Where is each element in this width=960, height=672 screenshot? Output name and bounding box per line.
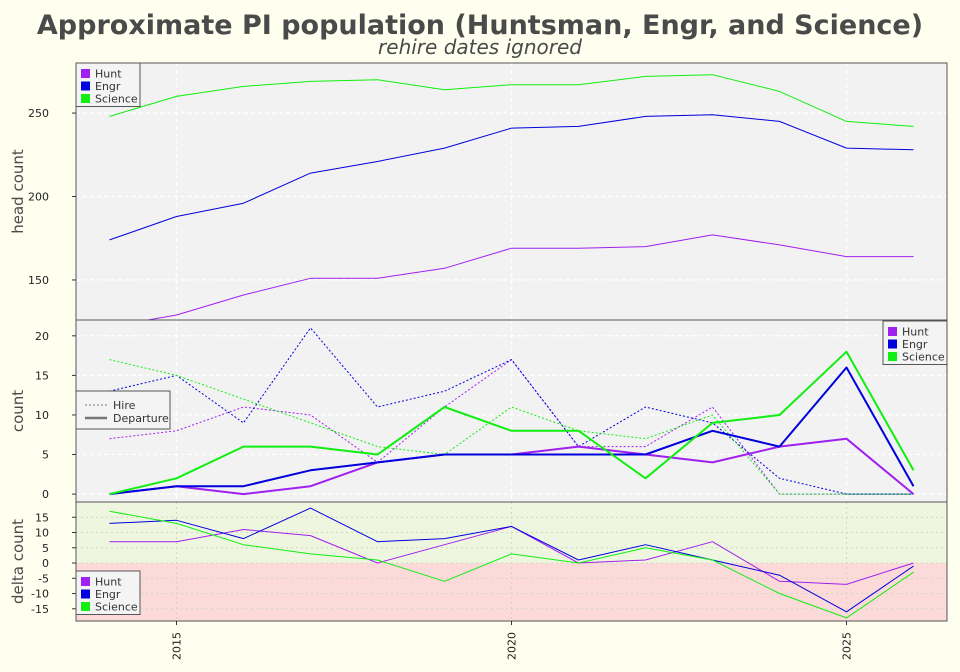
legend-swatch-hunt bbox=[888, 327, 897, 336]
legend-label-engr: Engr bbox=[95, 80, 121, 93]
y-tick-label: 250 bbox=[28, 107, 49, 120]
y-tick-label: 15 bbox=[35, 369, 49, 382]
legend-swatch-engr bbox=[81, 589, 90, 599]
y-tick-label: -15 bbox=[31, 603, 49, 616]
legend-label-hunt: Hunt bbox=[95, 68, 122, 81]
x-tick-label: 2015 bbox=[171, 632, 184, 660]
headcount-line-engr bbox=[109, 114, 914, 241]
legend-swatch-science bbox=[888, 352, 897, 361]
y-axis-label: count bbox=[9, 390, 27, 432]
legend-label-hire: Hire bbox=[113, 399, 136, 412]
legend-swatch-engr bbox=[888, 339, 897, 349]
headcount-line-hunt bbox=[109, 234, 914, 328]
y-tick-label: 5 bbox=[42, 542, 49, 555]
y-tick-label: 20 bbox=[35, 330, 49, 343]
legend-frame bbox=[75, 390, 171, 430]
legend-label-hunt: Hunt bbox=[95, 576, 122, 589]
y-tick-label: 10 bbox=[35, 409, 49, 422]
y-tick-label: 150 bbox=[28, 274, 49, 287]
delta-line-engr bbox=[109, 507, 914, 613]
y-axis-label: head count bbox=[9, 149, 27, 234]
legend-label-engr: Engr bbox=[902, 338, 928, 351]
legend-swatch-science bbox=[81, 94, 90, 103]
legend-swatch-science bbox=[81, 602, 90, 611]
legend-label-departure: Departure bbox=[113, 412, 169, 425]
y-axis-label: delta count bbox=[9, 519, 27, 604]
chart-title: Approximate PI population (Huntsman, Eng… bbox=[37, 10, 923, 41]
y-tick-label: -5 bbox=[38, 572, 49, 585]
legend-label-science: Science bbox=[95, 93, 138, 106]
hire-line-science bbox=[109, 359, 914, 495]
x-tick-label: 2020 bbox=[506, 632, 519, 660]
hire-line-engr bbox=[109, 327, 914, 495]
delta-panel: -15 -10 -5 0 5 10 15 delta count HuntEngrScience… bbox=[9, 501, 948, 660]
y-tick-label: 0 bbox=[42, 557, 49, 570]
y-tick-label: 200 bbox=[28, 191, 49, 204]
legend-swatch-engr bbox=[81, 81, 90, 91]
legend-swatch-hunt bbox=[81, 577, 90, 586]
x-tick-label: 2025 bbox=[841, 632, 854, 660]
chart-subtitle: rehire dates ignored bbox=[378, 35, 582, 59]
y-tick-label: 15 bbox=[35, 511, 49, 524]
delta-line-science bbox=[109, 510, 914, 619]
y-tick-label: 5 bbox=[42, 449, 49, 462]
legend-swatch-hunt bbox=[81, 69, 90, 78]
y-tick-label: -10 bbox=[31, 588, 49, 601]
legend-label-science: Science bbox=[902, 351, 945, 364]
departure-line-engr bbox=[109, 366, 915, 496]
departure-line-science bbox=[109, 350, 915, 496]
legend-label-science: Science bbox=[95, 601, 138, 614]
headcount-line-science bbox=[109, 74, 914, 127]
y-tick-label: 10 bbox=[35, 527, 49, 540]
legend-label-hunt: Hunt bbox=[902, 326, 929, 339]
legend-label-engr: Engr bbox=[95, 588, 121, 601]
y-tick-label: 0 bbox=[42, 488, 49, 501]
